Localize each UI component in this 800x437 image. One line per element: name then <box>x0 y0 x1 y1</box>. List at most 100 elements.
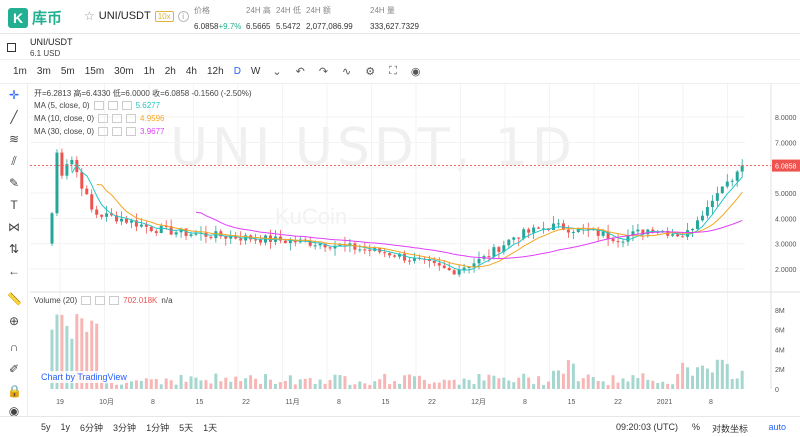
candle-body <box>403 253 407 261</box>
fib-icon[interactable]: ≋ <box>8 132 20 146</box>
timeframe-w[interactable]: W <box>250 66 261 77</box>
ma10-visibility-icon[interactable] <box>98 114 109 123</box>
timeframe-2h[interactable]: 2h <box>164 66 176 77</box>
timeframe-15m[interactable]: 15m <box>84 66 105 77</box>
candle-body <box>412 257 416 261</box>
text-tool-icon[interactable]: T <box>10 198 18 212</box>
candle-body <box>105 213 109 217</box>
auto-scale-toggle[interactable]: auto <box>768 422 786 432</box>
ma5-visibility-icon[interactable] <box>93 101 104 110</box>
volume-close-icon[interactable] <box>109 296 120 305</box>
candle-body <box>720 186 724 194</box>
lock-icon[interactable]: 🔒 <box>7 384 22 398</box>
volume-bar <box>124 377 128 389</box>
volume-bar <box>50 329 54 389</box>
brush-icon[interactable]: ✎ <box>8 176 20 190</box>
volume-settings-icon[interactable] <box>95 296 106 305</box>
candle-body <box>129 220 133 223</box>
magnet-icon[interactable]: ∩ <box>9 340 19 354</box>
stat-low-label: 24H 低 <box>276 6 301 15</box>
volume-bar <box>60 314 64 389</box>
volume-bar <box>695 367 699 389</box>
forecast-icon[interactable]: ⇅ <box>8 242 20 256</box>
volume-bar <box>179 374 183 389</box>
layout-icon[interactable] <box>7 43 16 52</box>
eye-icon[interactable]: ◉ <box>8 404 20 418</box>
price-axis-tick: 4.0000 <box>775 216 797 223</box>
pattern-icon[interactable]: ⋈ <box>8 220 20 234</box>
ma5-settings-icon[interactable] <box>107 101 118 110</box>
ma10-close-icon[interactable] <box>126 114 137 123</box>
stat-volume-label: 24H 量 <box>370 6 395 15</box>
candle-body <box>586 228 590 230</box>
percent-scale-toggle[interactable]: % <box>691 422 700 432</box>
ma30-visibility-icon[interactable] <box>98 127 109 136</box>
symbol-row: UNI/USDT 6.1 USD <box>0 34 800 60</box>
range-5y[interactable]: 5y <box>41 422 51 432</box>
timeframe-3m[interactable]: 3m <box>36 66 51 77</box>
ruler-icon[interactable]: 📏 <box>7 292 22 306</box>
timeframe-1m[interactable]: 1m <box>13 66 27 77</box>
range-6m[interactable]: 6分钟 <box>80 422 104 433</box>
volume-bar <box>686 367 690 389</box>
candle-body <box>189 234 193 236</box>
fullscreen-icon[interactable]: ⛶ <box>389 65 397 77</box>
range-1d[interactable]: 1天 <box>203 422 218 433</box>
undo-icon[interactable]: ↶ <box>295 66 305 78</box>
volume-bar <box>403 375 407 389</box>
tradingview-attribution[interactable]: Chart by TradingView <box>38 371 130 383</box>
volume-visibility-icon[interactable] <box>81 296 92 305</box>
range-5d[interactable]: 5天 <box>179 422 194 433</box>
volume-bar <box>720 359 724 389</box>
timeframe-4h[interactable]: 4h <box>185 66 197 77</box>
more-timeframes-icon[interactable]: ⌄ <box>272 66 282 78</box>
log-scale-toggle[interactable]: 对数坐标 <box>711 424 748 434</box>
settings-icon[interactable]: ⚙ <box>365 66 376 78</box>
back-icon[interactable]: ← <box>8 264 20 278</box>
candle-body <box>239 238 243 241</box>
pair-selector[interactable]: ☆ UNI/USDT 10x i <box>84 9 189 23</box>
timeframe-1h[interactable]: 1h <box>143 66 155 77</box>
screenshot-icon[interactable]: ◉ <box>410 66 421 78</box>
volume-axis-tick: 8M <box>775 308 785 315</box>
favorite-star-icon[interactable]: ☆ <box>84 9 95 23</box>
candle-body <box>626 235 630 242</box>
candle-body <box>552 223 555 231</box>
candle-body <box>710 200 714 208</box>
candle-body <box>487 256 491 258</box>
volume-bar <box>646 379 650 389</box>
volume-bar <box>75 314 79 389</box>
crosshair-icon[interactable]: ✛ <box>8 88 20 102</box>
leverage-badge[interactable]: 10x <box>154 10 174 22</box>
timeframe-30m[interactable]: 30m <box>114 66 134 77</box>
candle-body <box>95 209 99 215</box>
candle-body <box>681 236 685 238</box>
range-1y[interactable]: 1y <box>60 422 71 432</box>
ma10-settings-icon[interactable] <box>112 114 123 123</box>
range-1m[interactable]: 1分钟 <box>146 422 170 433</box>
timeframe-12h[interactable]: 12h <box>207 66 224 77</box>
range-3m[interactable]: 3分钟 <box>113 422 137 433</box>
ma30-settings-icon[interactable] <box>112 127 123 136</box>
lock-drawings-icon[interactable]: ✐ <box>8 362 20 376</box>
redo-icon[interactable]: ↷ <box>318 66 329 78</box>
trend-line-icon[interactable]: ╱ <box>10 110 18 124</box>
timeframe-5m[interactable]: 5m <box>60 66 75 77</box>
info-icon[interactable]: i <box>177 10 189 22</box>
candle-body <box>462 267 466 270</box>
ma5-close-icon[interactable] <box>121 101 132 110</box>
kucoin-logo[interactable]: K 库币 <box>8 7 62 28</box>
price-chart[interactable]: 8.00007.00006.00005.00004.00003.00002.00… <box>30 84 800 416</box>
utc-clock[interactable]: 09:20:03 (UTC) <box>615 422 678 432</box>
volume-bar <box>303 378 307 389</box>
time-axis-tick: 22 <box>428 399 436 406</box>
last-price-label: 6.0858 <box>775 164 797 171</box>
volume-bar <box>730 378 734 389</box>
indicators-icon[interactable]: ∿ <box>342 66 352 78</box>
timeframe-d[interactable]: D <box>233 66 241 77</box>
channel-icon[interactable]: ⫽ <box>11 154 17 168</box>
zoom-in-icon[interactable]: ⊕ <box>8 314 20 328</box>
candle-body <box>328 247 332 249</box>
ma30-close-icon[interactable] <box>126 127 137 136</box>
volume-axis-tick: 6M <box>775 328 785 335</box>
